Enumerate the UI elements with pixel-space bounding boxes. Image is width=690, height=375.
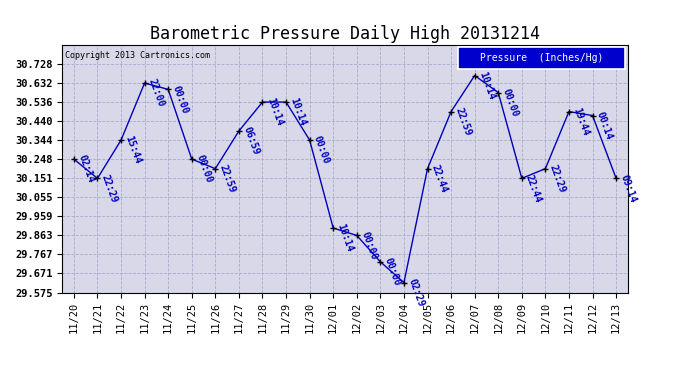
Text: 22:59: 22:59	[217, 163, 237, 194]
Text: 10:14: 10:14	[335, 223, 355, 254]
Text: 09:14: 09:14	[618, 173, 638, 204]
Text: 22:59: 22:59	[453, 106, 473, 137]
Text: 22:44: 22:44	[430, 163, 449, 194]
Text: 00:00: 00:00	[312, 135, 331, 166]
Text: 06:59: 06:59	[241, 126, 261, 156]
Title: Barometric Pressure Daily High 20131214: Barometric Pressure Daily High 20131214	[150, 26, 540, 44]
Text: 10:14: 10:14	[477, 70, 496, 101]
Text: 00:14: 00:14	[595, 110, 614, 141]
Text: 00:00: 00:00	[500, 87, 520, 118]
Text: Pressure  (Inches/Hg): Pressure (Inches/Hg)	[480, 53, 603, 63]
Text: 15:44: 15:44	[124, 135, 143, 166]
Text: Copyright 2013 Cartronics.com: Copyright 2013 Cartronics.com	[65, 51, 210, 60]
Text: 02:14: 02:14	[76, 154, 96, 184]
Text: 22:44: 22:44	[524, 173, 544, 204]
Text: 22:29: 22:29	[100, 173, 119, 204]
Text: 00:00: 00:00	[359, 230, 379, 261]
Text: 00:00: 00:00	[383, 256, 402, 287]
Text: 00:00: 00:00	[170, 84, 190, 115]
Text: 19:44: 19:44	[571, 106, 591, 137]
Text: 10:14: 10:14	[265, 96, 284, 128]
Bar	[458, 48, 625, 69]
Text: 00:00: 00:00	[194, 154, 213, 184]
Text: 02:29: 02:29	[406, 277, 426, 308]
Text: 22:29: 22:29	[548, 163, 567, 194]
Text: 22:00: 22:00	[147, 78, 166, 108]
Text: 10:14: 10:14	[288, 96, 308, 128]
